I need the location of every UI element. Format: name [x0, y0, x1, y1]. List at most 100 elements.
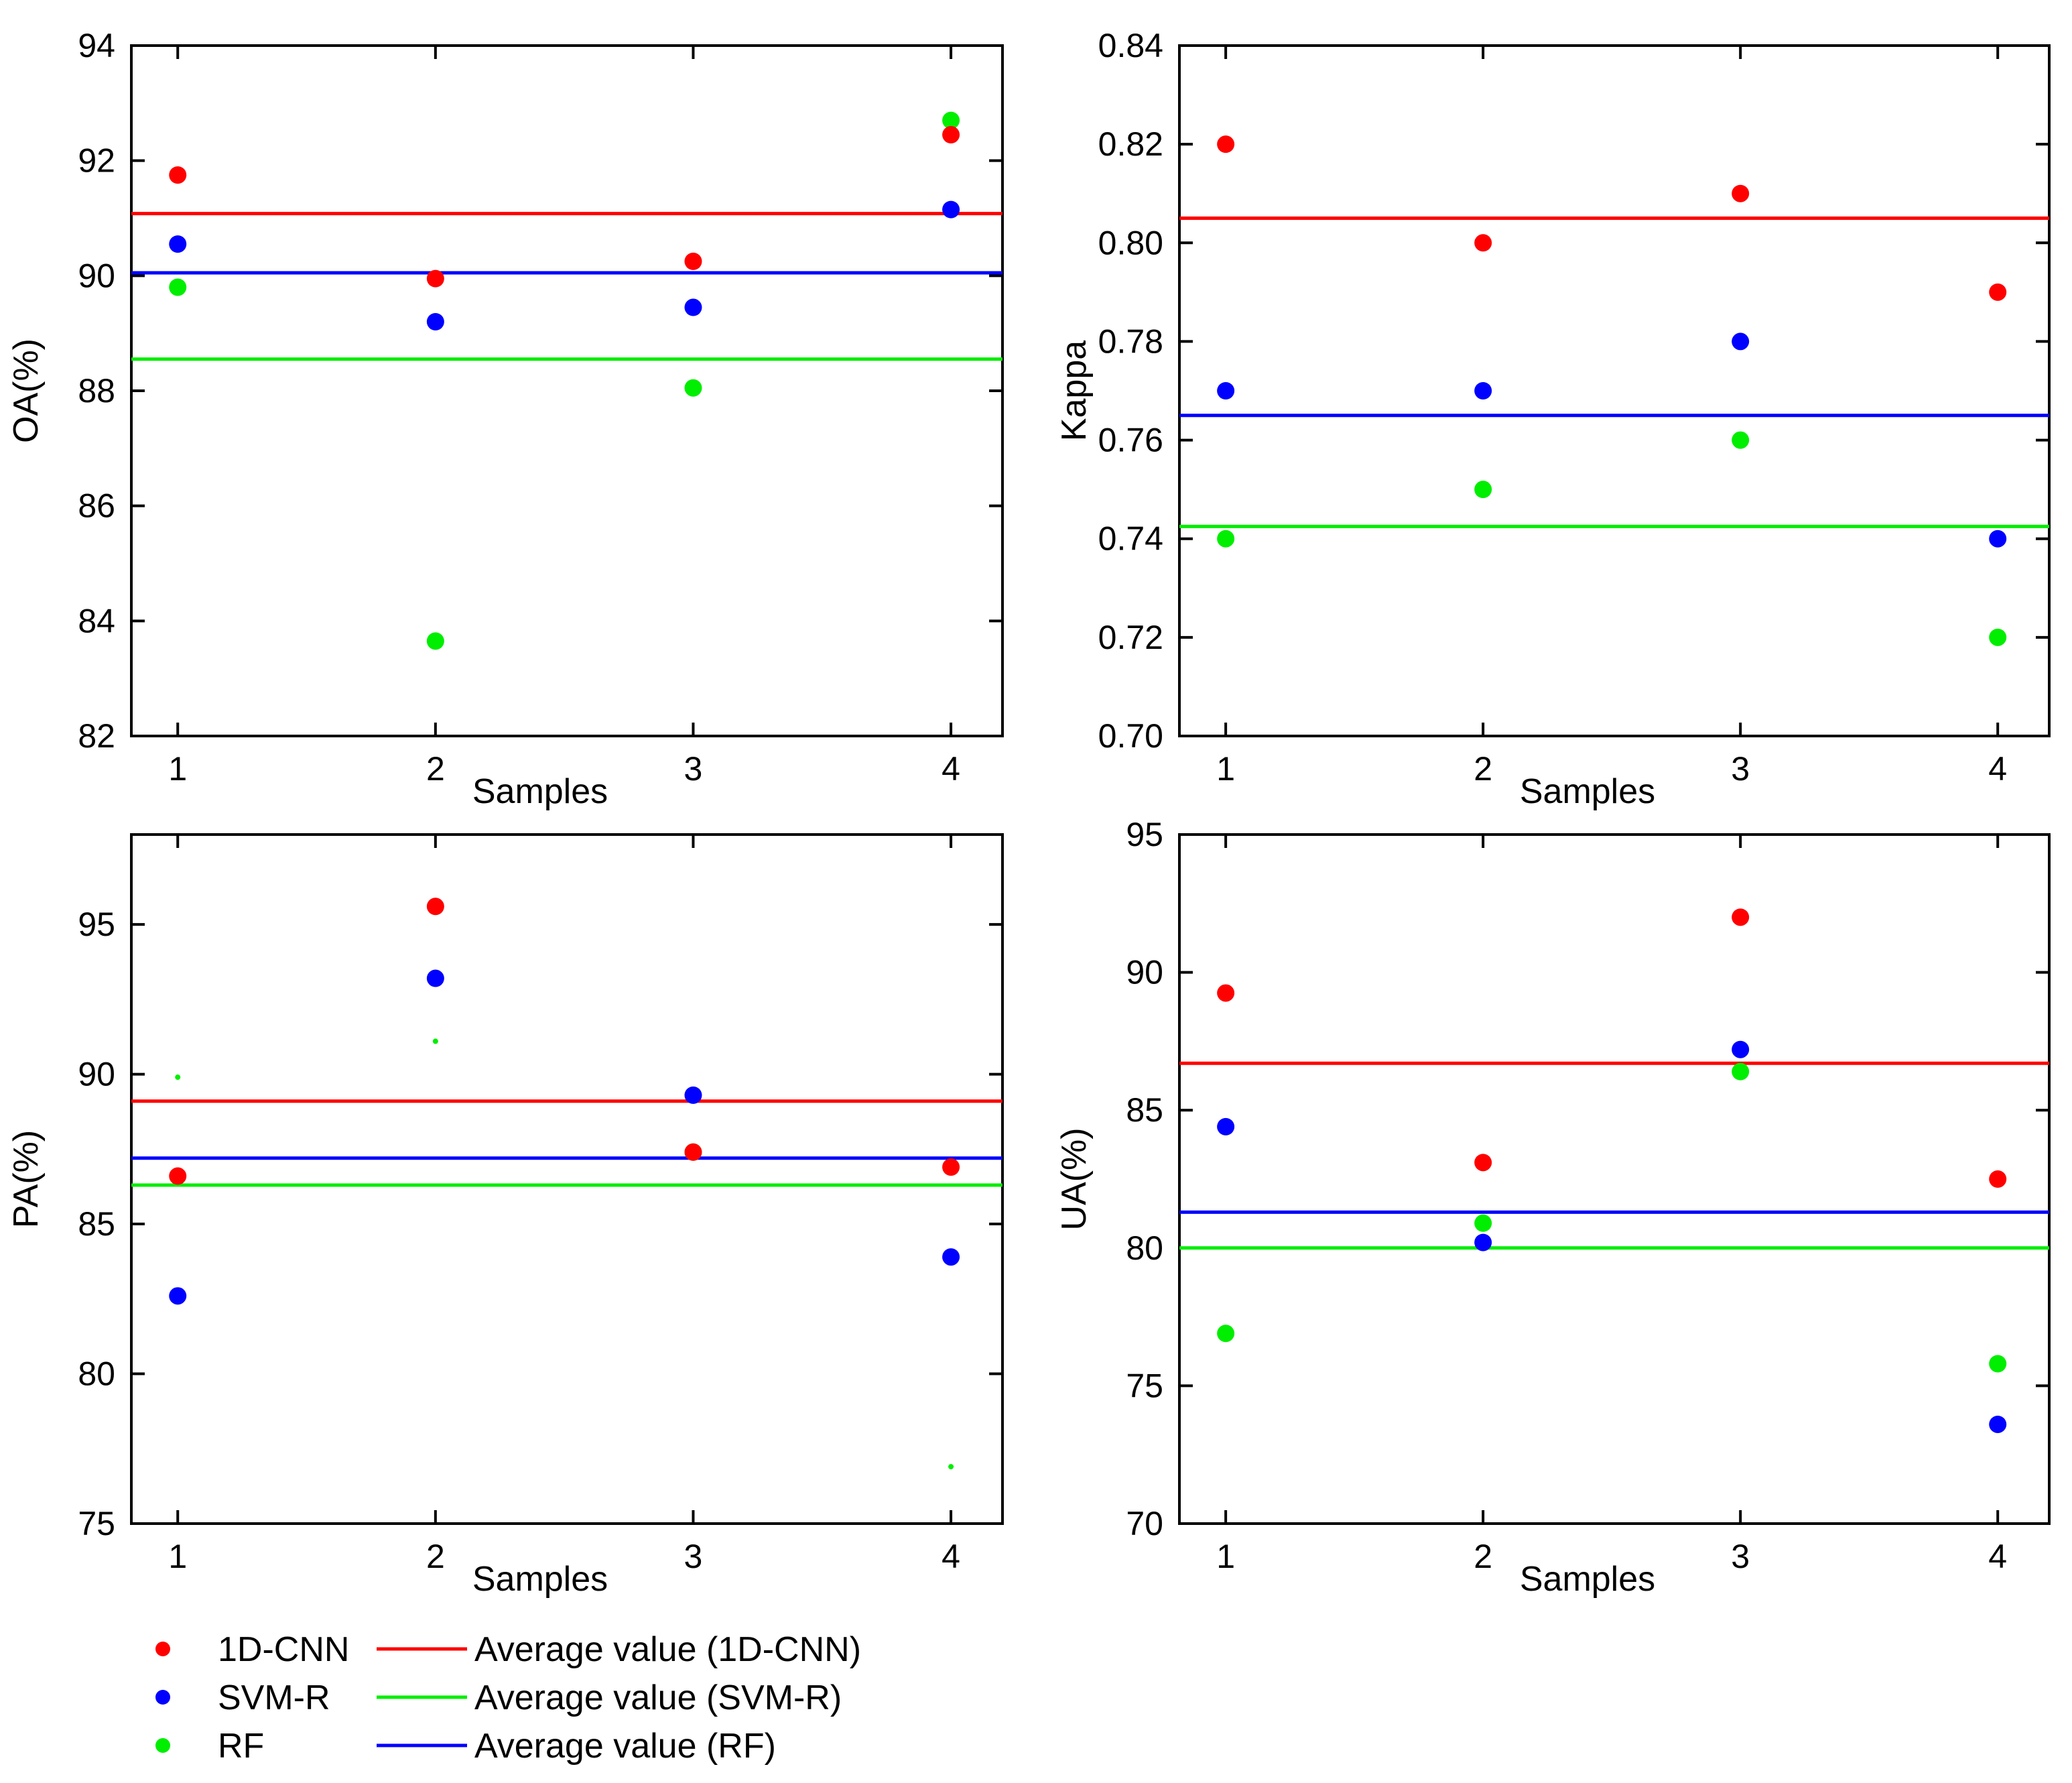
x-tick-label: 4 [1988, 1538, 2007, 1575]
legend-label: RF [218, 1727, 264, 1766]
y-axis-label: UA(%) [1055, 1127, 1094, 1230]
plot-frame-ua [1178, 833, 2051, 1525]
legend-label: Average value (SVM-R) [474, 1678, 842, 1717]
panel-pa: 75 80 85 90 95 1 2 3 4 Samples PA(%) [7, 833, 1004, 1599]
y-axis-label: OA(%) [7, 339, 46, 443]
y-tick-label: 90 [78, 257, 115, 294]
data-point [1732, 184, 1750, 202]
data-point [1474, 1214, 1492, 1232]
y-tick-label: 0.80 [1098, 224, 1163, 261]
x-tick-label: 4 [1988, 750, 2007, 788]
data-point [169, 1287, 187, 1305]
data-point [426, 898, 444, 916]
legend-marker [155, 1738, 170, 1753]
data-point [942, 126, 960, 144]
data-point [1989, 1415, 2007, 1433]
y-axis-label: Kappa [1055, 341, 1094, 441]
data-point [1474, 1233, 1492, 1251]
x-axis-label: Samples [472, 1560, 608, 1599]
y-tick-label: 75 [78, 1505, 115, 1542]
plot-frame-oa [130, 44, 1004, 737]
panel-ua: 70 75 80 85 90 95 1 2 3 4 Samples UA(%) [1055, 816, 2051, 1599]
y-tick-label: 85 [1126, 1091, 1163, 1129]
y-tick-label: 75 [1126, 1367, 1163, 1404]
legend-label: 1D-CNN [218, 1630, 349, 1669]
y-tick-label: 95 [78, 906, 115, 943]
y-tick-label: 80 [78, 1355, 115, 1393]
x-tick-label: 2 [426, 750, 445, 788]
y-tick-label: 94 [78, 27, 115, 64]
y-tick-label: 0.78 [1098, 322, 1163, 360]
plot-frame-kappa [1178, 44, 2051, 737]
data-point [1732, 431, 1750, 449]
legend-marker [155, 1642, 170, 1656]
data-point [169, 235, 187, 253]
data-point [1732, 1062, 1750, 1081]
data-point [1474, 481, 1492, 499]
data-point [169, 1167, 187, 1185]
x-tick-label: 3 [684, 1538, 703, 1575]
legend-marker [155, 1690, 170, 1705]
data-point [169, 166, 187, 184]
y-tick-label: 0.74 [1098, 520, 1163, 558]
data-point [1217, 382, 1235, 399]
y-tick-label: 90 [1126, 954, 1163, 991]
x-tick-label: 2 [426, 1538, 445, 1575]
data-point [942, 111, 960, 129]
data-point [1217, 984, 1235, 1002]
x-tick-label: 4 [942, 1538, 960, 1575]
data-point [684, 252, 702, 270]
y-tick-label: 0.82 [1098, 125, 1163, 163]
data-point [942, 1248, 960, 1266]
x-tick-label: 2 [1474, 750, 1492, 788]
data-point [684, 1143, 702, 1161]
data-point [1217, 1325, 1235, 1343]
x-tick-label: 1 [168, 1538, 187, 1575]
legend: 1D-CNN SVM-R RF Average value (1D-CNN) Avera… [155, 1630, 861, 1766]
legend-label: Average value (1D-CNN) [474, 1630, 861, 1669]
y-axis-label: PA(%) [7, 1130, 46, 1228]
data-point [1989, 628, 2007, 646]
y-tick-label: 95 [1126, 816, 1163, 853]
y-tick-label: 0.70 [1098, 717, 1163, 755]
x-tick-label: 2 [1474, 1538, 1492, 1575]
y-tick-label: 0.84 [1098, 27, 1163, 64]
y-tick-label: 92 [78, 142, 115, 180]
x-axis-label: Samples [472, 772, 608, 811]
panel-oa: 82 84 86 88 90 92 94 1 2 3 4 Samples OA(%) [7, 27, 1004, 811]
x-tick-label: 1 [1216, 750, 1235, 788]
data-point [684, 1086, 702, 1104]
plot-frame-pa [130, 833, 1004, 1525]
data-point [1989, 1355, 2007, 1373]
x-tick-label: 1 [168, 750, 187, 788]
y-tick-label: 80 [1126, 1229, 1163, 1267]
x-tick-label: 4 [942, 750, 960, 788]
data-point [1989, 283, 2007, 301]
y-tick-label: 90 [78, 1056, 115, 1093]
y-tick-label: 84 [78, 602, 115, 639]
data-point [1732, 1040, 1750, 1058]
data-point [432, 1038, 438, 1044]
data-point [1732, 908, 1750, 926]
y-tick-label: 82 [78, 717, 115, 755]
x-tick-label: 3 [1731, 750, 1750, 788]
x-tick-label: 3 [684, 750, 703, 788]
data-point [684, 379, 702, 397]
data-point [1474, 1154, 1492, 1172]
y-tick-label: 85 [78, 1205, 115, 1243]
data-point [1217, 1117, 1235, 1135]
x-axis-label: Samples [1520, 772, 1655, 811]
data-point [175, 1074, 181, 1081]
data-point [1474, 234, 1492, 252]
y-tick-label: 86 [78, 487, 115, 525]
data-point [942, 1158, 960, 1176]
x-tick-label: 1 [1216, 1538, 1235, 1575]
data-point [1732, 332, 1750, 351]
legend-label: SVM-R [218, 1678, 330, 1717]
data-point [426, 969, 444, 987]
x-tick-label: 3 [1731, 1538, 1750, 1575]
data-point [1989, 1170, 2007, 1188]
y-tick-label: 0.72 [1098, 619, 1163, 656]
data-point [948, 1464, 954, 1470]
